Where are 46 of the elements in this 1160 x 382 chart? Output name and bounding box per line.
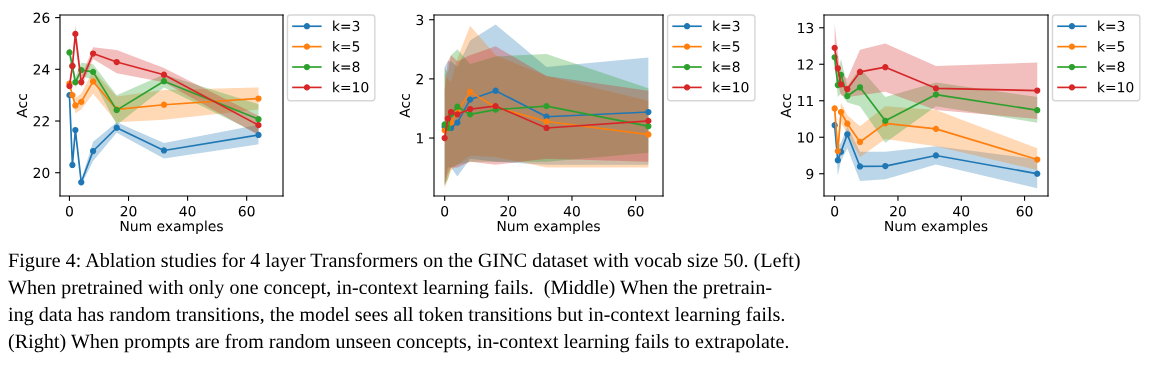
text: ing data has random transitions, the model sees all token transitions but in-context learning fails.	[8, 306, 785, 326]
y-tick-label: 2	[416, 73, 423, 85]
y-tick-label: 3	[416, 14, 424, 26]
legend-label: k=3	[713, 20, 740, 32]
caption: Figure 4: Ablation studies for 4 layer Transformers on the GINC dataset with vocab size 50. (Left)	[8, 252, 800, 272]
y-tick-label: 11	[798, 95, 813, 107]
legend-label: k=5	[713, 40, 740, 52]
x-axis-title: Num examples	[497, 220, 600, 234]
y-axis-title: Acc	[16, 94, 28, 118]
legend-label: k=8	[333, 61, 360, 73]
y-tick-label: 24	[33, 64, 50, 75]
x-tick-label: 20	[500, 205, 517, 217]
y-tick-label: 1	[416, 133, 423, 144]
x-tick-label: 40	[953, 205, 970, 217]
y-tick-label: 9	[806, 168, 814, 180]
x-tick-label: 40	[563, 205, 580, 217]
x-tick-label: 60	[1016, 205, 1033, 217]
x-tick-label: 20	[890, 205, 906, 217]
legend-label: k=10	[713, 81, 749, 93]
x-axis-title: Num examples	[885, 220, 988, 234]
y-axis-title: Acc	[780, 94, 792, 118]
legend-label: k=10	[333, 81, 369, 93]
y-tick-label: 12	[798, 59, 813, 70]
x-tick-label: 0	[65, 205, 73, 217]
legend-label: k=3	[1098, 20, 1125, 32]
x-tick-label: 0	[441, 205, 449, 217]
y-tick-label: 22	[33, 115, 49, 127]
legend-label: k=5	[333, 40, 360, 52]
legend-label: k=3	[333, 20, 360, 32]
x-tick-label: 60	[627, 205, 644, 217]
y-axis-title: Acc	[399, 94, 410, 118]
legend-label: k=10	[1098, 81, 1134, 93]
x-tick-label: 0	[831, 205, 839, 217]
x-tick-label: 20	[120, 205, 137, 217]
legend-label: k=5	[1098, 40, 1125, 52]
x-tick-label: 40	[179, 205, 196, 217]
x-tick-label: 60	[238, 205, 255, 217]
y-tick-label: 13	[798, 22, 814, 34]
legend-label: k=8	[1098, 61, 1125, 73]
y-tick-label: 10	[798, 132, 814, 143]
y-tick-label: 26	[33, 12, 50, 24]
x-axis-title: Num examples	[120, 220, 223, 234]
legend-label: k=8	[713, 61, 740, 73]
y-tick-label: 20	[33, 167, 50, 179]
text: When pretrained with only one concept, in-context learning fails. (Middle) When the pretrain-	[8, 279, 772, 299]
text: (Right) When prompts are from random unseen concepts, in-context learning fails to extrapolate.	[8, 333, 789, 353]
